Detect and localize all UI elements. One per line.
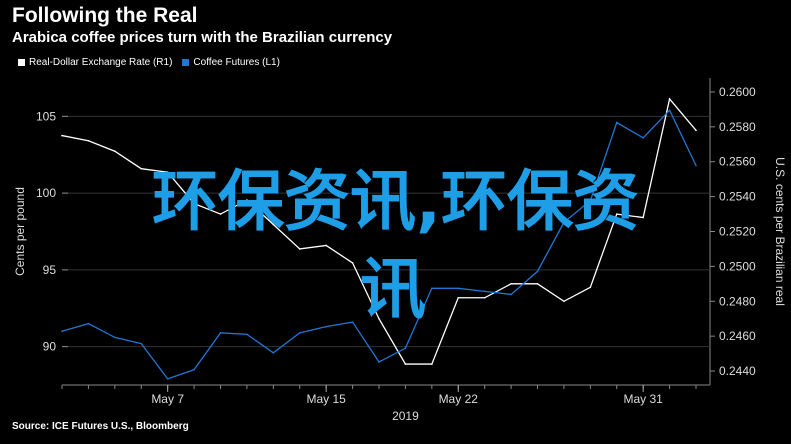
watermark-line-1: 环保资讯,环保资 <box>151 163 640 240</box>
right-tick-label: 0.2540 <box>719 190 756 204</box>
point-coffee <box>272 351 275 354</box>
x-tick-label: May 15 <box>306 392 346 406</box>
right-tick-label: 0.2560 <box>719 155 756 169</box>
point-coffee <box>351 321 354 323</box>
point-exchange <box>193 202 195 205</box>
left-tick-label: 105 <box>36 109 56 123</box>
point-coffee <box>589 200 592 202</box>
point-coffee <box>378 361 380 363</box>
legend-item-exchange: Real-Dollar Exchange Rate (R1) <box>18 57 172 68</box>
point-coffee <box>695 164 697 167</box>
point-coffee <box>536 270 539 273</box>
x-tick-label: May 31 <box>623 392 663 406</box>
left-axis-title: Cents per pound <box>13 187 27 276</box>
legend-item-coffee: Coffee Futures (L1) <box>182 57 280 68</box>
right-tick-label: 0.2500 <box>719 259 756 273</box>
point-exchange <box>219 213 222 215</box>
x-tick-label: May 22 <box>439 392 479 406</box>
point-coffee <box>325 325 327 328</box>
point-exchange <box>166 171 169 173</box>
point-exchange <box>510 283 512 285</box>
right-tick-label: 0.2600 <box>719 85 756 99</box>
point-exchange <box>431 363 433 365</box>
left-tick-label: 90 <box>43 340 57 354</box>
point-coffee <box>431 287 433 290</box>
point-exchange <box>351 262 354 264</box>
x-tick-label: May 7 <box>151 392 184 406</box>
point-exchange <box>668 98 671 100</box>
point-exchange <box>563 300 565 303</box>
point-exchange <box>87 139 90 142</box>
left-tick-label: 95 <box>43 263 57 277</box>
point-coffee <box>510 293 512 296</box>
point-exchange <box>404 363 407 365</box>
point-exchange <box>61 134 63 137</box>
point-coffee <box>483 290 486 293</box>
legend-label-exchange: Real-Dollar Exchange Rate (R1) <box>29 57 173 68</box>
legend-swatch-coffee <box>182 59 190 66</box>
right-tick-label: 0.2480 <box>719 294 756 308</box>
point-exchange <box>642 216 644 219</box>
point-coffee <box>140 342 143 345</box>
point-coffee <box>193 368 195 371</box>
right-tick-label: 0.2580 <box>719 120 756 134</box>
point-coffee <box>114 336 116 339</box>
point-coffee <box>246 333 248 336</box>
legend-label-coffee: Coffee Futures (L1) <box>193 57 280 68</box>
point-coffee <box>563 221 565 224</box>
point-coffee <box>668 109 671 112</box>
point-coffee <box>219 332 222 334</box>
point-coffee <box>298 332 301 334</box>
point-exchange <box>483 296 486 299</box>
point-coffee <box>457 287 460 290</box>
point-coffee <box>404 347 407 349</box>
point-exchange <box>457 296 460 299</box>
x-axis-label: 2019 <box>392 409 419 423</box>
point-exchange <box>325 244 327 247</box>
point-coffee <box>61 330 63 333</box>
legend-swatch-exchange <box>18 59 25 66</box>
point-exchange <box>246 199 248 201</box>
right-tick-label: 0.2460 <box>719 329 756 343</box>
left-tick-label: 100 <box>36 186 56 200</box>
point-exchange <box>140 167 143 170</box>
chart-subtitle: Arabica coffee prices turn with the Braz… <box>12 29 393 46</box>
point-coffee <box>642 137 644 139</box>
point-exchange <box>272 223 275 226</box>
point-coffee <box>166 378 169 380</box>
point-exchange <box>536 283 539 285</box>
legend: Real-Dollar Exchange Rate (R1) Coffee Fu… <box>18 57 280 68</box>
right-tick-label: 0.2520 <box>719 225 756 239</box>
point-exchange <box>695 129 697 132</box>
point-coffee <box>87 322 90 325</box>
right-axis-title: U.S. cents per Brazilian real <box>773 157 787 306</box>
point-exchange <box>615 213 618 215</box>
point-coffee <box>615 121 618 124</box>
right-tick-label: 0.2440 <box>719 364 756 378</box>
point-exchange <box>589 286 592 289</box>
point-exchange <box>114 150 116 153</box>
point-exchange <box>378 317 380 320</box>
point-exchange <box>298 248 301 250</box>
watermark-line-2: 讯 <box>360 251 426 328</box>
source-note: Source: ICE Futures U.S., Bloomberg <box>12 421 189 432</box>
chart-title: Following the Real <box>12 4 198 27</box>
